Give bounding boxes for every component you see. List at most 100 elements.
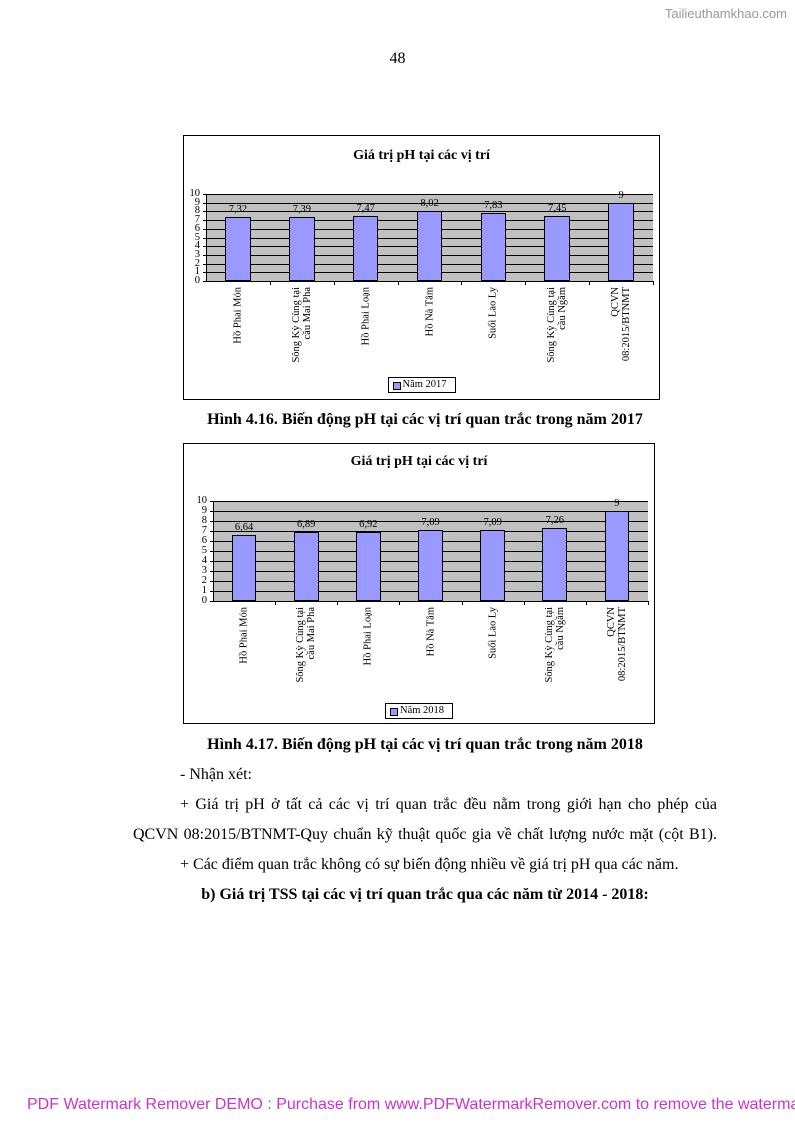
value-label: 6,92 (359, 518, 378, 530)
body-line: + Giá trị pH ở tất cả các vị trí quan tr… (180, 796, 717, 813)
y-tick-label: 6 (201, 535, 207, 546)
y-tick-label: 0 (194, 275, 200, 286)
value-label: 7,83 (484, 199, 503, 211)
x-tick-label: QCVN 08:2015/BTNMT (605, 607, 628, 682)
value-label: 7,32 (228, 204, 248, 216)
y-tick-label: 3 (194, 248, 200, 260)
chart-title: Giá trị pH tại các vị trí (350, 454, 488, 469)
y-tick-label: 3 (201, 565, 207, 576)
value-label: 7,09 (421, 517, 440, 529)
x-tick (653, 281, 654, 285)
page-number: 48 (389, 50, 406, 67)
y-axis (206, 194, 207, 281)
x-tick-label: Hồ Nà Tâm (424, 287, 435, 337)
y-tick-label: 4 (201, 555, 207, 566)
x-tick (269, 281, 271, 285)
bar (608, 202, 634, 281)
x-tick-label: Sông Kỳ Cùng tại cầu Mai Pha (290, 287, 313, 363)
bar (544, 216, 570, 281)
y-tick-label: 10 (196, 495, 208, 506)
x-tick-label: Hồ Phai Món (232, 287, 244, 344)
bar (352, 216, 379, 281)
bar (289, 216, 315, 281)
x-tick (585, 601, 587, 605)
chart-title: Giá trị pH tại các vị trí (353, 148, 490, 163)
x-tick (275, 601, 277, 605)
grid-line (203, 202, 653, 204)
bar (542, 528, 568, 601)
value-label: 7,39 (292, 203, 311, 215)
bar (604, 511, 630, 601)
body-line: QCVN 08:2015/BTNMT-Quy chuẩn kỹ thuật qu… (133, 826, 717, 843)
x-tick (461, 601, 463, 605)
x-tick-label: Hồ Phai Loạn (360, 287, 372, 346)
value-label: 7,09 (483, 517, 502, 529)
x-tick (461, 281, 463, 285)
y-tick-label: 10 (189, 188, 201, 199)
legend-swatch (392, 382, 401, 390)
value-label: 9 (618, 189, 624, 201)
bar (480, 530, 506, 601)
y-tick-label: 7 (194, 214, 200, 226)
x-tick (333, 281, 335, 285)
y-tick-label: 5 (194, 231, 200, 243)
x-tick (337, 601, 339, 605)
chart: Giá trị pH tại các vị trí 0 1 2 3 4 5 6 7 8 9 10 Hồ … (183, 443, 655, 724)
chart: Giá trị pH tại các vị trí 0 1 2 3 4 5 6 7 8 9 10 Hồ … (183, 135, 660, 400)
x-tick-label: Suối Lao Ly (487, 607, 499, 659)
value-label: 6,89 (297, 519, 316, 531)
x-tick (648, 601, 649, 605)
legend-label: Năm 2018 (400, 705, 445, 716)
grid-line (210, 601, 648, 602)
value-label: 9 (614, 498, 620, 509)
y-tick-label: 6 (194, 222, 200, 234)
x-tick-label: Hồ Phai Loạn (362, 607, 374, 666)
y-tick-label: 2 (194, 257, 200, 269)
value-label: 7,47 (356, 203, 375, 214)
x-tick-label: Sông Kỳ Cùng tại cầu Ngầm (546, 287, 569, 363)
x-tick-label: Hồ Nà Tâm (425, 607, 436, 657)
x-tick-label: Sông Kỳ Cùng tại cầu Ngầm (543, 607, 566, 683)
legend-swatch (390, 708, 398, 716)
bar (416, 211, 443, 281)
bar (480, 212, 507, 281)
value-label: 7,45 (548, 203, 567, 215)
x-tick-label: Suối Lao Ly (487, 287, 499, 339)
x-tick (525, 281, 527, 285)
bar (231, 534, 257, 601)
y-tick-label: 4 (194, 240, 200, 252)
x-tick (523, 601, 525, 605)
x-tick-label: QCVN 08:2015/BTNMT (610, 287, 633, 362)
y-tick-label: 8 (201, 515, 207, 526)
bar (225, 217, 251, 281)
y-tick-label: 7 (201, 525, 207, 536)
value-label: 8,02 (420, 198, 439, 210)
bar (293, 532, 319, 601)
grid-line (210, 501, 648, 502)
y-tick-label: 9 (201, 505, 207, 516)
bar (418, 530, 443, 601)
y-tick-label: 8 (194, 205, 200, 217)
y-tick-label: 9 (194, 196, 200, 208)
body-line: + Các điểm quan trắc không có sự biến độ… (180, 856, 679, 873)
figure-caption: Hình 4.17. Biến động pH tại các vị trí q… (207, 736, 643, 753)
section-heading: b) Giá trị TSS tại các vị trí quan trắc … (201, 886, 649, 903)
y-tick-label: 0 (201, 595, 207, 606)
legend: Năm 2018 (385, 703, 453, 719)
watermark-top: Tailieuthamkhao.com (664, 6, 787, 21)
body-line: - Nhận xét: (180, 766, 252, 783)
x-tick (589, 281, 591, 285)
x-tick-label: Hồ Phai Món (238, 607, 250, 664)
x-tick (397, 281, 399, 285)
y-tick-label: 2 (201, 575, 207, 586)
legend: Năm 2017 (387, 377, 456, 393)
value-label: 7,26 (545, 515, 564, 527)
legend-label: Năm 2017 (402, 379, 447, 390)
y-tick-label: 1 (194, 266, 200, 278)
grid-line (210, 521, 648, 522)
figure-caption: Hình 4.16. Biến động pH tại các vị trí q… (207, 411, 643, 428)
y-tick-label: 1 (201, 585, 207, 596)
x-tick-label: Sông Kỳ Cùng tại cầu Mai Pha (295, 607, 318, 683)
grid-line (203, 194, 653, 195)
